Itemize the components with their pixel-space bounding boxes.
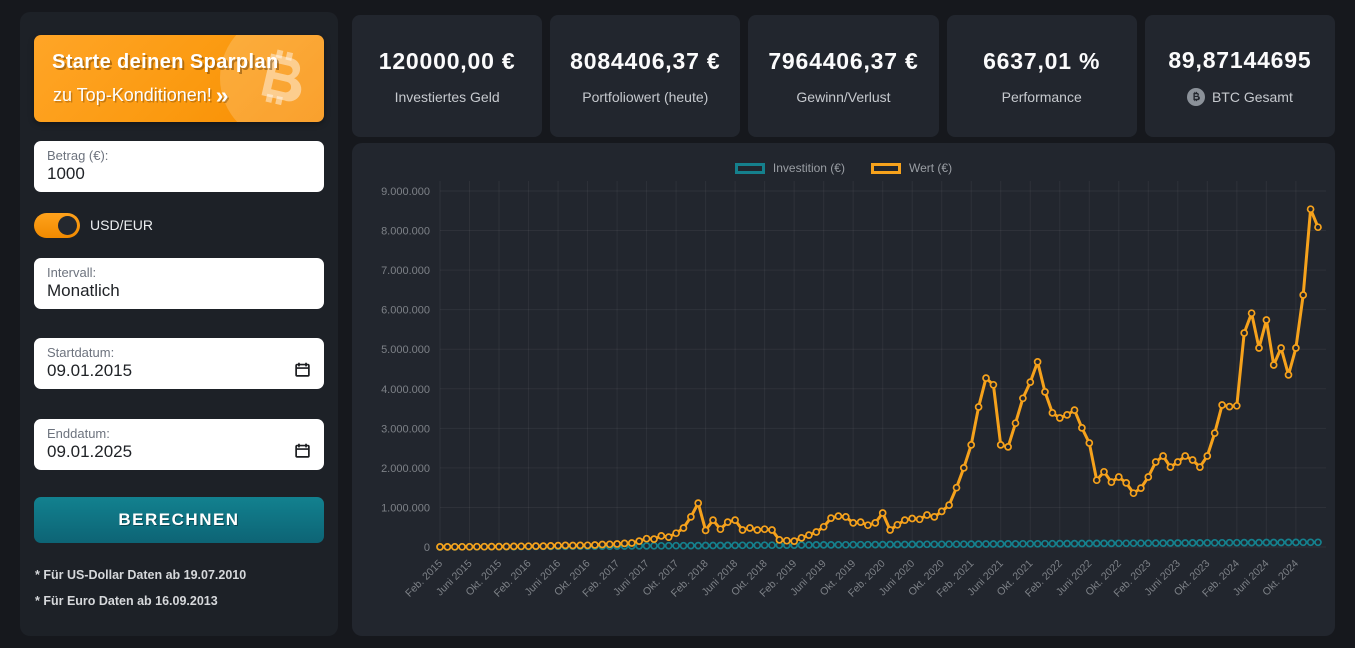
promo-subline: zu Top-Konditionen!»: [53, 82, 229, 108]
stat-card-portfolio-value: 8084406,37 € Portfoliowert (heute): [550, 15, 741, 137]
sidebar-panel: Starte deinen Sparplan zu Top-Konditione…: [20, 12, 338, 636]
stat-value: 120000,00 €: [378, 47, 516, 74]
legend-swatch-wert: [870, 162, 901, 174]
calendar-icon[interactable]: [294, 361, 311, 378]
portfolio-line-chart[interactable]: 0 1.000.000 2.000.000 3.000.000 4.000.000 5.0…: [352, 143, 1335, 636]
promo-banner[interactable]: Starte deinen Sparplan zu Top-Konditione…: [34, 35, 324, 122]
footnote-eur: * Für Euro Daten ab 16.09.2013: [35, 594, 218, 608]
stat-label: Performance: [1001, 88, 1082, 105]
stat-label: BTC Gesamt: [1186, 87, 1293, 106]
double-chevron-icon: »: [215, 82, 229, 108]
chart-panel: Investition (€) Wert (€) 0 1.000.000 2.000…: [352, 143, 1335, 636]
legend-swatch-investition: [734, 162, 765, 174]
end-date-label: Enddatum:: [47, 426, 110, 441]
stat-card-performance: 6637,01 % Performance: [946, 15, 1137, 137]
svg-text:4.000.000: 4.000.000: [381, 384, 430, 396]
svg-text:2.000.000: 2.000.000: [381, 463, 430, 475]
stat-card-profit-loss: 7964406,37 € Gewinn/Verlust: [748, 15, 939, 137]
start-date-field[interactable]: Startdatum: 09.01.2015: [34, 338, 324, 389]
currency-toggle-row: USD/EUR: [34, 212, 153, 238]
calendar-icon[interactable]: [294, 442, 311, 459]
svg-text:3.000.000: 3.000.000: [381, 423, 430, 435]
stat-label: Gewinn/Verlust: [796, 88, 891, 105]
stat-value: 6637,01 %: [983, 47, 1101, 74]
svg-text:8.000.000: 8.000.000: [381, 226, 430, 238]
stat-label: Investiertes Geld: [394, 88, 500, 105]
interval-value[interactable]: Monatlich: [47, 281, 120, 300]
legend-item-wert[interactable]: Wert (€): [870, 161, 953, 175]
end-date-value[interactable]: 09.01.2025: [47, 442, 133, 461]
svg-text:7.000.000: 7.000.000: [381, 265, 430, 277]
interval-label: Intervall:: [47, 265, 97, 280]
toggle-knob[interactable]: [58, 215, 77, 235]
start-date-label: Startdatum:: [47, 345, 115, 360]
stats-row: 120000,00 € Investiertes Geld 8084406,37…: [352, 15, 1335, 137]
currency-toggle[interactable]: [34, 212, 80, 238]
start-date-value[interactable]: 09.01.2015: [47, 361, 133, 380]
legend-label: Wert (€): [908, 161, 953, 175]
stat-label: Portfoliowert (heute): [582, 88, 709, 105]
stat-value: 89,87144695: [1168, 46, 1312, 73]
svg-text:0: 0: [424, 542, 430, 554]
bitcoin-icon: [261, 49, 302, 106]
chart-legend: Investition (€) Wert (€): [352, 161, 1335, 175]
currency-toggle-label: USD/EUR: [90, 217, 154, 233]
amount-field[interactable]: Betrag (€): 1000: [34, 141, 324, 192]
svg-text:9.000.000: 9.000.000: [381, 186, 430, 198]
svg-text:6.000.000: 6.000.000: [381, 305, 430, 317]
interval-select[interactable]: Intervall: Monatlich: [34, 258, 324, 309]
promo-headline: Starte deinen Sparplan: [52, 51, 279, 73]
stat-value: 7964406,37 €: [768, 47, 919, 74]
stat-value: 8084406,37 €: [570, 47, 721, 74]
legend-label: Investition (€): [772, 161, 845, 175]
calculate-button[interactable]: BERECHNEN: [34, 497, 324, 543]
stat-card-invested: 120000,00 € Investiertes Geld: [352, 15, 543, 137]
legend-item-investition[interactable]: Investition (€): [734, 161, 845, 175]
amount-value[interactable]: 1000: [47, 164, 85, 183]
bitcoin-badge-icon: [1186, 87, 1205, 106]
stat-card-btc-total: 89,87144695 BTC Gesamt: [1144, 15, 1335, 137]
end-date-field[interactable]: Enddatum: 09.01.2025: [34, 419, 324, 470]
svg-text:5.000.000: 5.000.000: [381, 344, 430, 356]
footnote-usd: * Für US-Dollar Daten ab 19.07.2010: [35, 568, 247, 582]
promo-circle-decoration: [220, 35, 324, 122]
svg-text:1.000.000: 1.000.000: [381, 502, 430, 514]
amount-label: Betrag (€):: [47, 148, 109, 163]
